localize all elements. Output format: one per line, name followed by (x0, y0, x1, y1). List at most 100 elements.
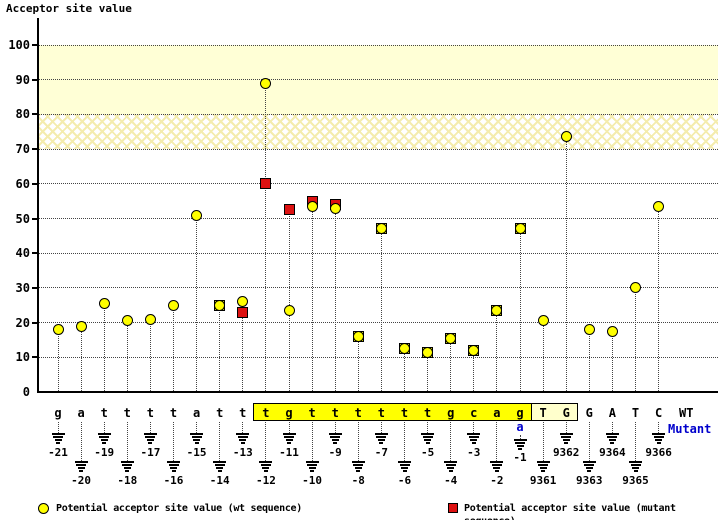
drop-line-9365 (635, 422, 636, 461)
position-label--9: -9 (328, 446, 342, 459)
ground-bar (401, 467, 408, 469)
base-letter-9361: T (539, 406, 547, 420)
ground-bar (632, 467, 639, 469)
base-letter--20: a (77, 406, 85, 420)
exon-start-box (531, 403, 579, 421)
position-label--14: -14 (209, 474, 230, 487)
y-tick-label-50: 50 (15, 211, 30, 226)
ground-bar (467, 433, 481, 435)
position-label-9363: 9363 (576, 474, 603, 487)
ground-bar (354, 467, 362, 469)
ground-bar (379, 442, 384, 444)
ground-bar (171, 470, 176, 472)
ground-bar (629, 461, 642, 463)
ground-symbol--10 (304, 461, 320, 473)
ground-symbol--3 (466, 433, 482, 445)
drop-line--15 (196, 422, 198, 433)
stem-9365 (635, 287, 636, 391)
position-label--6: -6 (397, 474, 412, 487)
stem--6 (404, 348, 405, 391)
position-label--12: -12 (255, 474, 276, 487)
ground-bar (518, 448, 522, 450)
ground-symbol--2 (489, 461, 505, 473)
ground-symbol-9362 (558, 433, 574, 445)
wt-point--8 (352, 330, 364, 342)
threshold-band-hatched (39, 114, 718, 150)
wt-point--12 (260, 77, 272, 89)
drop-line--19 (103, 422, 105, 433)
ground-symbol--6 (397, 461, 413, 473)
position-label--17: -17 (140, 446, 161, 459)
ground-bar (120, 461, 134, 463)
ground-bar (191, 436, 202, 438)
drop-line--2 (496, 422, 498, 461)
stem--9 (334, 204, 336, 391)
stem--16 (173, 305, 174, 391)
ground-bar (145, 436, 156, 438)
wt-point--6 (399, 343, 410, 355)
legend-mutant-label: Potential acceptor site value (mutant se… (464, 503, 676, 520)
stem--8 (357, 336, 359, 391)
gridline-80 (39, 113, 718, 115)
ground-bar (447, 467, 455, 469)
ground-bar (515, 442, 525, 444)
ground-bar (237, 436, 248, 438)
wt-point--21 (52, 324, 64, 336)
y-tick-20 (32, 321, 37, 324)
y-tick-70 (32, 148, 37, 151)
wt-point--13 (237, 296, 249, 308)
stem-9363 (588, 329, 590, 391)
position-label--21: -21 (48, 446, 68, 459)
gridline-60 (39, 183, 718, 185)
wt-point--19 (98, 298, 110, 309)
ground-bar (587, 470, 592, 472)
base-letter--21: g (54, 406, 62, 420)
ground-bar (490, 461, 504, 463)
base-letter--13: t (239, 406, 247, 420)
ground-bar (398, 461, 411, 463)
wt-point--10 (306, 200, 318, 212)
base-letter--10: t (308, 406, 316, 420)
wt-point--15 (191, 209, 203, 221)
ground-bar (538, 464, 549, 466)
drop-line--16 (173, 422, 174, 461)
ground-bar (282, 433, 296, 435)
wt-point-9366 (653, 200, 665, 212)
stem-9364 (611, 331, 613, 391)
position-label-9361: 9361 (529, 474, 557, 487)
y-tick-90 (32, 78, 37, 81)
ground-symbol-9366 (651, 433, 667, 445)
ground-bar (374, 433, 388, 435)
y-tick-label-60: 60 (15, 176, 30, 191)
ground-bar (562, 439, 570, 441)
wt-point--4 (445, 332, 457, 344)
ground-bar (608, 439, 616, 441)
gridline-100 (39, 44, 718, 46)
chart-title: Acceptor site value (6, 2, 132, 15)
drop-line--14 (219, 422, 221, 461)
stem--5 (427, 352, 429, 391)
drop-line--11 (288, 422, 290, 433)
drop-line--10 (311, 422, 313, 461)
ground-bar (513, 439, 527, 441)
drop-line-9363 (588, 422, 590, 461)
ground-symbol--15 (189, 433, 205, 445)
ground-bar (190, 433, 204, 435)
stem--10 (311, 201, 313, 391)
y-tick-label-40: 40 (15, 246, 30, 261)
position-label--2: -2 (490, 474, 504, 487)
stem--15 (196, 215, 198, 391)
ground-bar (239, 439, 247, 441)
ground-symbol-9365 (628, 461, 644, 473)
ground-symbol-9361 (535, 461, 551, 473)
ground-symbol--1 (512, 439, 528, 451)
ground-symbol--16 (166, 461, 182, 473)
ground-bar (585, 467, 593, 469)
drop-line--1 (519, 435, 521, 439)
ground-bar (143, 433, 157, 435)
ground-symbol--8 (350, 461, 366, 473)
drop-line--7 (380, 422, 382, 433)
y-tick-100 (32, 44, 37, 46)
wt-point-9365 (630, 282, 641, 294)
stem--12 (265, 83, 267, 391)
